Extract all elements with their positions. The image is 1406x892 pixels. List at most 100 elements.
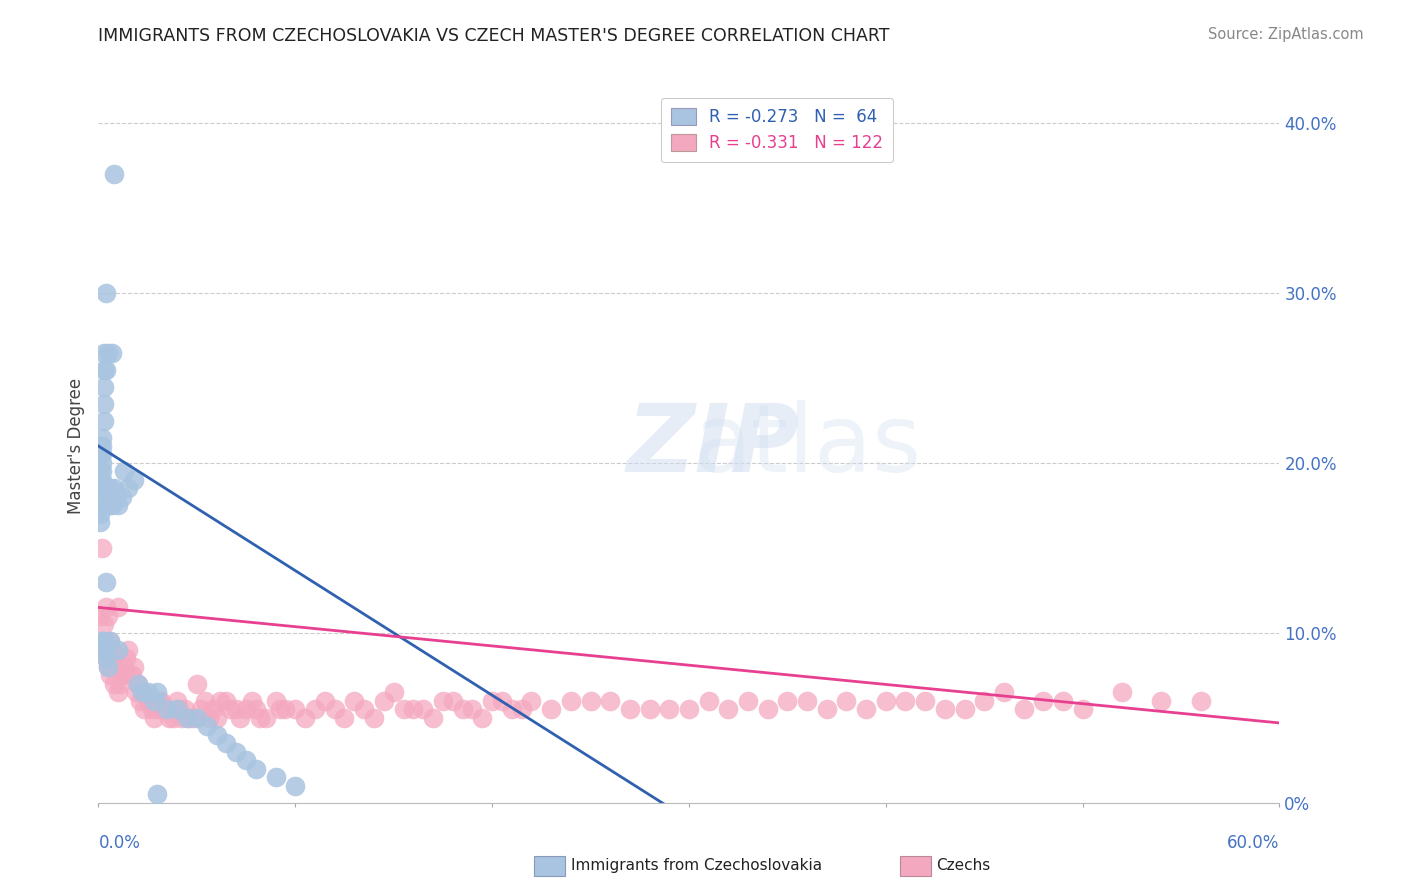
Point xyxy=(323,702,346,716)
Point xyxy=(678,702,700,716)
Point xyxy=(89,507,111,521)
Point xyxy=(219,702,242,716)
Point xyxy=(1052,694,1074,708)
Point xyxy=(195,719,218,733)
Point xyxy=(177,711,200,725)
Point xyxy=(103,482,125,496)
Point xyxy=(835,694,858,708)
Point xyxy=(697,694,720,708)
Point xyxy=(96,651,118,665)
Point xyxy=(93,345,115,359)
Point xyxy=(353,702,375,716)
Point xyxy=(756,702,779,716)
Point xyxy=(737,694,759,708)
Point xyxy=(194,694,217,708)
Point xyxy=(108,677,131,691)
Point xyxy=(89,608,111,623)
Point xyxy=(314,694,336,708)
Point xyxy=(115,651,138,665)
Point xyxy=(112,660,135,674)
Text: 0.0%: 0.0% xyxy=(98,834,141,852)
Point xyxy=(89,482,111,496)
Point xyxy=(131,685,153,699)
Point xyxy=(953,702,976,716)
Point xyxy=(121,668,143,682)
Point xyxy=(91,430,114,444)
Point xyxy=(412,702,434,716)
Legend: R = -0.273   N =  64, R = -0.331   N = 122: R = -0.273 N = 64, R = -0.331 N = 122 xyxy=(661,97,893,162)
Point xyxy=(97,482,120,496)
Point xyxy=(284,779,307,793)
Text: Immigrants from Czechoslovakia: Immigrants from Czechoslovakia xyxy=(571,858,823,872)
Point xyxy=(97,345,120,359)
Point xyxy=(89,439,111,453)
Point xyxy=(98,634,121,648)
Point xyxy=(138,694,160,708)
Point xyxy=(973,694,995,708)
Point xyxy=(294,711,316,725)
Point xyxy=(131,685,153,699)
Point xyxy=(89,499,111,513)
Text: 60.0%: 60.0% xyxy=(1227,834,1279,852)
Point xyxy=(91,448,114,462)
Point xyxy=(91,456,114,470)
Point xyxy=(91,465,114,479)
Point xyxy=(579,694,602,708)
Point xyxy=(103,677,125,691)
Point xyxy=(96,651,118,665)
Point xyxy=(235,753,257,767)
Point xyxy=(112,465,135,479)
Point xyxy=(107,600,129,615)
Point xyxy=(776,694,799,708)
Point xyxy=(101,345,124,359)
Point xyxy=(93,643,115,657)
Point xyxy=(91,482,114,496)
Point xyxy=(1189,694,1212,708)
Point xyxy=(156,702,179,716)
Point xyxy=(658,702,681,716)
Point xyxy=(373,694,395,708)
Point xyxy=(105,660,128,674)
Point xyxy=(96,600,118,615)
Point xyxy=(190,702,212,716)
Point xyxy=(96,574,118,589)
Point xyxy=(146,787,169,801)
Point xyxy=(93,634,115,648)
Point xyxy=(111,490,134,504)
Point xyxy=(343,694,366,708)
Point xyxy=(181,711,204,725)
Point xyxy=(136,685,159,699)
Point xyxy=(97,660,120,674)
Point xyxy=(245,702,267,716)
Point xyxy=(1071,702,1094,716)
Point xyxy=(382,685,405,699)
Point xyxy=(225,702,247,716)
Point xyxy=(142,694,165,708)
Point xyxy=(491,694,513,708)
Point xyxy=(93,362,115,376)
Point xyxy=(235,702,257,716)
Point xyxy=(127,677,149,691)
Point xyxy=(451,702,474,716)
Point xyxy=(107,643,129,657)
Text: ZIP: ZIP xyxy=(626,400,799,492)
Point xyxy=(1012,702,1035,716)
Point xyxy=(197,711,219,725)
Point xyxy=(815,702,838,716)
Point xyxy=(432,694,454,708)
Point xyxy=(855,702,877,716)
Text: atlas: atlas xyxy=(693,400,921,492)
Text: IMMIGRANTS FROM CZECHOSLOVAKIA VS CZECH MASTER'S DEGREE CORRELATION CHART: IMMIGRANTS FROM CZECHOSLOVAKIA VS CZECH … xyxy=(98,27,890,45)
Point xyxy=(510,702,533,716)
Point xyxy=(225,745,247,759)
Point xyxy=(89,448,111,462)
Point xyxy=(333,711,356,725)
Point xyxy=(98,482,121,496)
Point xyxy=(96,286,118,301)
Point xyxy=(98,634,121,648)
Point xyxy=(304,702,326,716)
Point xyxy=(103,651,125,665)
Point xyxy=(91,439,114,453)
Point xyxy=(205,728,228,742)
Point xyxy=(166,702,188,716)
